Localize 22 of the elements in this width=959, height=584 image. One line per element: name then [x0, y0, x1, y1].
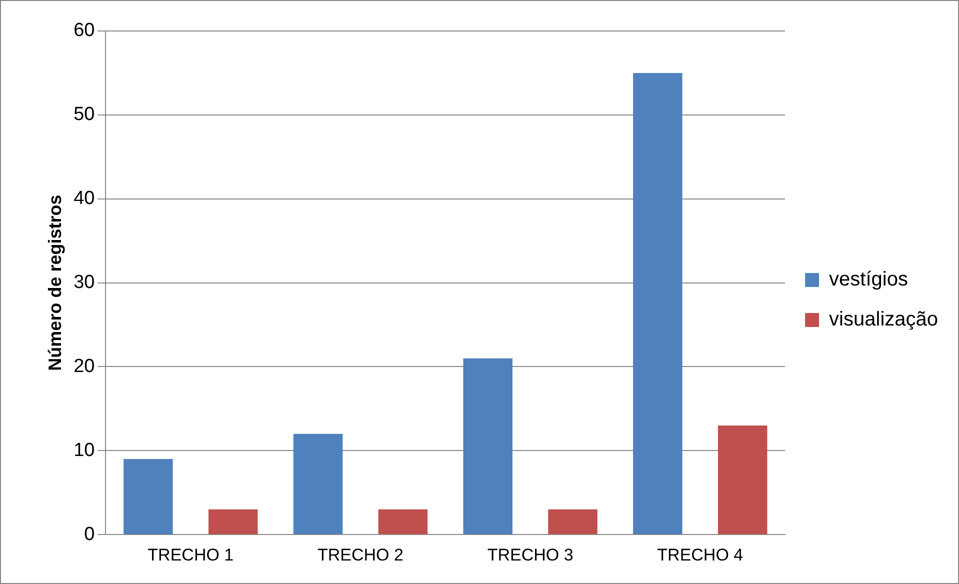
bar	[718, 425, 768, 534]
y-tick-label: 60	[74, 20, 95, 42]
y-tick-label: 40	[74, 188, 95, 210]
y-axis-title: Número de registros	[44, 194, 65, 371]
legend-label: visualização	[829, 308, 938, 331]
x-tick-label: TRECHO 1	[148, 545, 234, 564]
bar	[293, 434, 343, 534]
y-tick-label: 50	[74, 104, 95, 126]
bar	[378, 509, 428, 534]
y-tick-label: 30	[74, 272, 95, 294]
x-tick-label: TRECHO 4	[657, 545, 744, 564]
bar	[633, 72, 682, 534]
bar	[463, 358, 512, 534]
x-tick-label: TRECHO 3	[487, 545, 574, 564]
legend-label: vestígios	[829, 268, 908, 291]
y-tick-label: 20	[74, 356, 95, 377]
bar	[124, 459, 173, 534]
y-tick-label: 0	[84, 524, 95, 545]
bar	[548, 509, 598, 534]
bar	[208, 509, 258, 534]
y-tick-label: 10	[74, 440, 95, 461]
x-tick-label: TRECHO 2	[317, 545, 404, 564]
